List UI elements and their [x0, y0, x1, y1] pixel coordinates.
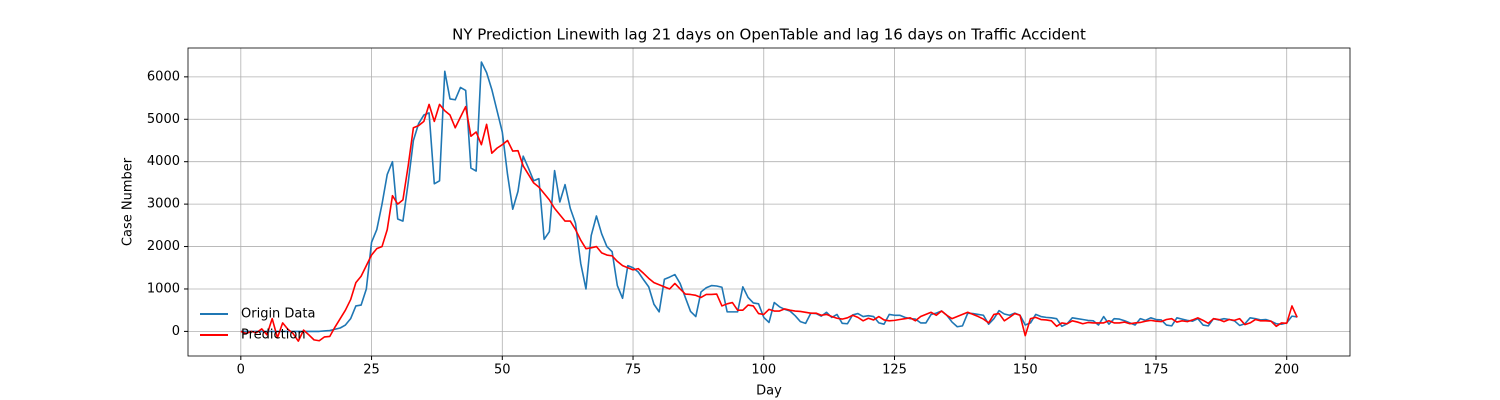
plot-frame	[187, 47, 1351, 357]
x-tick-label: 25	[363, 363, 380, 378]
x-tick-label: 175	[1144, 363, 1169, 378]
y-tick-label: 3000	[147, 197, 180, 212]
y-tick-label: 6000	[147, 69, 180, 84]
chart-title: NY Prediction Linewith lag 21 days on Op…	[452, 26, 1086, 44]
x-axis-label: Day	[756, 384, 782, 399]
x-tick-label: 150	[1013, 363, 1038, 378]
y-tick-label: 0	[172, 324, 180, 339]
y-tick-label: 2000	[147, 239, 180, 254]
legend-label: Prediction	[241, 328, 306, 343]
y-tick-label: 1000	[147, 281, 180, 296]
y-axis-label: Case Number	[121, 157, 136, 246]
data-line	[240, 103, 1298, 342]
x-tick-label: 50	[494, 363, 511, 378]
x-tick-label: 125	[882, 363, 907, 378]
data-line	[240, 61, 1298, 333]
x-tick-label: 200	[1274, 363, 1299, 378]
y-tick-label: 4000	[147, 154, 180, 169]
legend-label: Origin Data	[241, 307, 315, 322]
y-tick-label: 5000	[147, 112, 180, 127]
x-tick-label: 75	[625, 363, 642, 378]
x-tick-label: 100	[751, 363, 776, 378]
x-tick-label: 0	[237, 363, 245, 378]
